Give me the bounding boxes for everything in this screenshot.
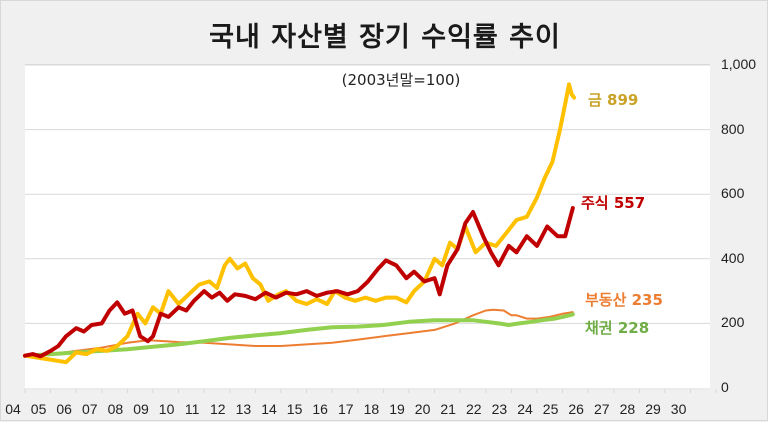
- x-tick-label: 21: [440, 401, 456, 417]
- x-tick-label: 14: [261, 401, 277, 417]
- realestate-end-label: 부동산 235: [585, 291, 663, 309]
- x-tick-label: 22: [466, 401, 482, 417]
- stock-end-label: 주식 557: [581, 194, 646, 212]
- x-tick-label: 26: [568, 401, 584, 417]
- x-tick-label: 30: [670, 401, 687, 417]
- chart-subtitle: (2003년말=100): [341, 71, 461, 89]
- x-tick-label: 25: [542, 401, 559, 417]
- x-tick-label: 27: [594, 401, 610, 417]
- x-tick-label: 17: [338, 401, 354, 417]
- gold-end-label: 금 899: [588, 91, 639, 109]
- x-tick-label: 16: [312, 401, 328, 417]
- x-tick-label: 23: [491, 401, 508, 417]
- x-tick-label: 06: [56, 401, 72, 417]
- x-tick-label: 20: [414, 401, 431, 417]
- x-tick-label: 13: [235, 401, 252, 417]
- y-tick-label: 200: [721, 314, 745, 331]
- x-tick-label: 28: [619, 401, 636, 417]
- x-tick-label: 10: [158, 401, 175, 417]
- x-tick-label: 15: [286, 401, 303, 417]
- series-lines: [23, 82, 577, 365]
- series-line-금: [23, 82, 577, 365]
- x-tick-label: 07: [82, 401, 98, 417]
- y-tick-label: 400: [721, 249, 745, 266]
- x-tick-label: 29: [645, 401, 661, 417]
- y-tick-label: 600: [721, 185, 745, 202]
- x-tick-label: 11: [184, 401, 200, 417]
- x-tick-label: 18: [363, 401, 380, 417]
- series-line-주식: [23, 206, 575, 359]
- series-line-채권: [23, 312, 575, 358]
- y-tick-label: 1,000: [721, 56, 757, 72]
- x-tick-label: 08: [107, 401, 124, 417]
- x-tick-label: 19: [389, 401, 405, 417]
- chart-title: 국내 자산별 장기 수익률 추이: [209, 22, 561, 53]
- gridlines: [25, 64, 710, 324]
- x-tick-label: 04: [5, 401, 21, 417]
- y-tick-label: 0: [721, 379, 729, 395]
- x-tick-label: 24: [517, 401, 533, 417]
- x-tick-label: 12: [210, 401, 226, 417]
- bond-end-label: 채권 228: [585, 319, 650, 337]
- x-axis-ticks: [24, 388, 717, 393]
- x-tick-label: 05: [30, 401, 47, 417]
- x-tick-label: 09: [133, 401, 149, 417]
- y-tick-label: 800: [721, 120, 745, 137]
